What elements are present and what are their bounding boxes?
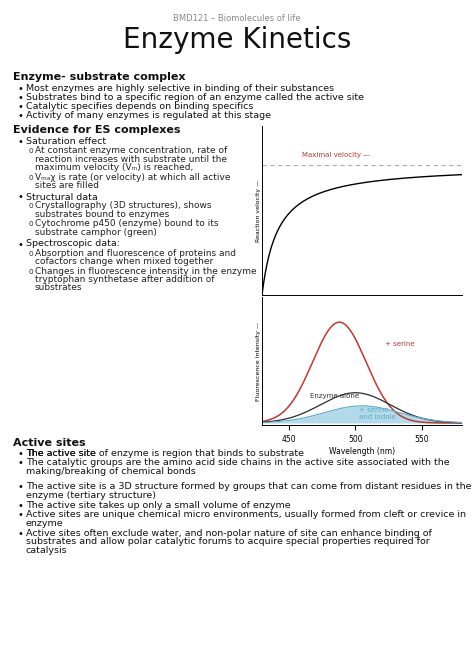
Text: The active site is a 3D structure formed by groups that can come from distant re: The active site is a 3D structure formed… xyxy=(26,482,472,491)
Text: Cytochrome p450 (enzyme) bound to its: Cytochrome p450 (enzyme) bound to its xyxy=(35,220,219,228)
Text: Saturation effect: Saturation effect xyxy=(26,137,106,146)
Text: o: o xyxy=(29,249,34,257)
Text: making/breaking of chemical bonds: making/breaking of chemical bonds xyxy=(26,466,196,476)
Text: The active site takes up only a small volume of enzyme: The active site takes up only a small vo… xyxy=(26,501,291,510)
Text: •: • xyxy=(18,93,24,103)
Text: •: • xyxy=(18,482,24,492)
Text: Enzyme- substrate complex: Enzyme- substrate complex xyxy=(13,72,185,82)
Text: Changes in fluorescence intensity in the enzyme: Changes in fluorescence intensity in the… xyxy=(35,267,256,275)
Text: o: o xyxy=(29,146,34,155)
Text: BMD121 – Biomolecules of life: BMD121 – Biomolecules of life xyxy=(173,14,301,23)
Y-axis label: Reaction velocity —: Reaction velocity — xyxy=(255,180,261,242)
Text: enzyme: enzyme xyxy=(26,519,64,527)
Text: At constant enzyme concentration, rate of: At constant enzyme concentration, rate o… xyxy=(35,146,227,155)
Text: Substrates bind to a specific region of an enzyme called the active site: Substrates bind to a specific region of … xyxy=(26,93,364,102)
Text: Absorption and fluorescence of proteins and: Absorption and fluorescence of proteins … xyxy=(35,249,236,257)
Text: Structural data: Structural data xyxy=(26,192,98,202)
Text: •: • xyxy=(18,84,24,94)
Text: substrates: substrates xyxy=(35,283,82,293)
X-axis label: Wavelength (nm): Wavelength (nm) xyxy=(329,446,395,456)
Text: Evidence for ES complexes: Evidence for ES complexes xyxy=(13,125,181,135)
Text: maximum velocity (Vₘ) is reached,: maximum velocity (Vₘ) is reached, xyxy=(35,163,193,172)
Text: Enzyme alone: Enzyme alone xyxy=(310,393,359,399)
Text: Maximal velocity —: Maximal velocity — xyxy=(302,153,370,159)
Text: o: o xyxy=(29,172,34,182)
Text: The: The xyxy=(26,449,46,458)
Y-axis label: Fluorescence intensity —: Fluorescence intensity — xyxy=(255,322,261,401)
Text: •: • xyxy=(18,102,24,112)
Text: The active site: The active site xyxy=(26,449,96,458)
Text: enzyme (tertiary structure): enzyme (tertiary structure) xyxy=(26,490,156,500)
Text: •: • xyxy=(18,501,24,511)
Text: o: o xyxy=(29,220,34,228)
Text: Active sites are unique chemical micro environments, usually formed from cleft o: Active sites are unique chemical micro e… xyxy=(26,510,466,519)
Text: •: • xyxy=(18,510,24,520)
Text: •: • xyxy=(18,239,24,249)
X-axis label: Substrate concentration —: Substrate concentration — xyxy=(319,297,404,303)
Text: cofactors change when mixed together: cofactors change when mixed together xyxy=(35,257,213,266)
Text: substrates and allow polar catalytic forums to acquire special properties requir: substrates and allow polar catalytic for… xyxy=(26,537,430,547)
Text: reaction increases with substrate until the: reaction increases with substrate until … xyxy=(35,155,227,163)
Text: Crystallography (3D structures), shows: Crystallography (3D structures), shows xyxy=(35,202,211,210)
Text: •: • xyxy=(18,137,24,147)
Text: The active site of enzyme is region that binds to substrate: The active site of enzyme is region that… xyxy=(26,449,304,458)
Text: catalysis: catalysis xyxy=(26,546,68,555)
Text: + serine
and indole: + serine and indole xyxy=(359,407,396,420)
Text: o: o xyxy=(29,267,34,275)
Text: o: o xyxy=(29,202,34,210)
Text: Catalytic specifies depends on binding specifics: Catalytic specifies depends on binding s… xyxy=(26,102,254,111)
Text: sites are filled: sites are filled xyxy=(35,181,99,190)
Text: •: • xyxy=(18,449,24,459)
Text: tryptophan synthetase after addition of: tryptophan synthetase after addition of xyxy=(35,275,215,284)
Text: substrate camphor (green): substrate camphor (green) xyxy=(35,228,157,237)
Text: Active sites often exclude water, and non-polar nature of site can enhance bindi: Active sites often exclude water, and no… xyxy=(26,529,432,538)
Text: Spectroscopic data:: Spectroscopic data: xyxy=(26,239,120,249)
Text: •: • xyxy=(18,529,24,539)
Text: The catalytic groups are the amino acid side chains in the active site associate: The catalytic groups are the amino acid … xyxy=(26,458,450,467)
Text: •: • xyxy=(18,458,24,468)
Text: substrates bound to enzymes: substrates bound to enzymes xyxy=(35,210,169,219)
Text: + serine: + serine xyxy=(385,342,414,347)
Text: Activity of many enzymes is regulated at this stage: Activity of many enzymes is regulated at… xyxy=(26,111,271,120)
Text: Most enzymes are highly selective in binding of their substances: Most enzymes are highly selective in bin… xyxy=(26,84,334,93)
Text: •: • xyxy=(18,111,24,121)
Text: Active sites: Active sites xyxy=(13,438,86,448)
Text: Enzyme Kinetics: Enzyme Kinetics xyxy=(123,26,351,54)
Text: Vₘₐχ is rate (or velocity) at which all active: Vₘₐχ is rate (or velocity) at which all … xyxy=(35,172,230,182)
Text: •: • xyxy=(18,192,24,202)
